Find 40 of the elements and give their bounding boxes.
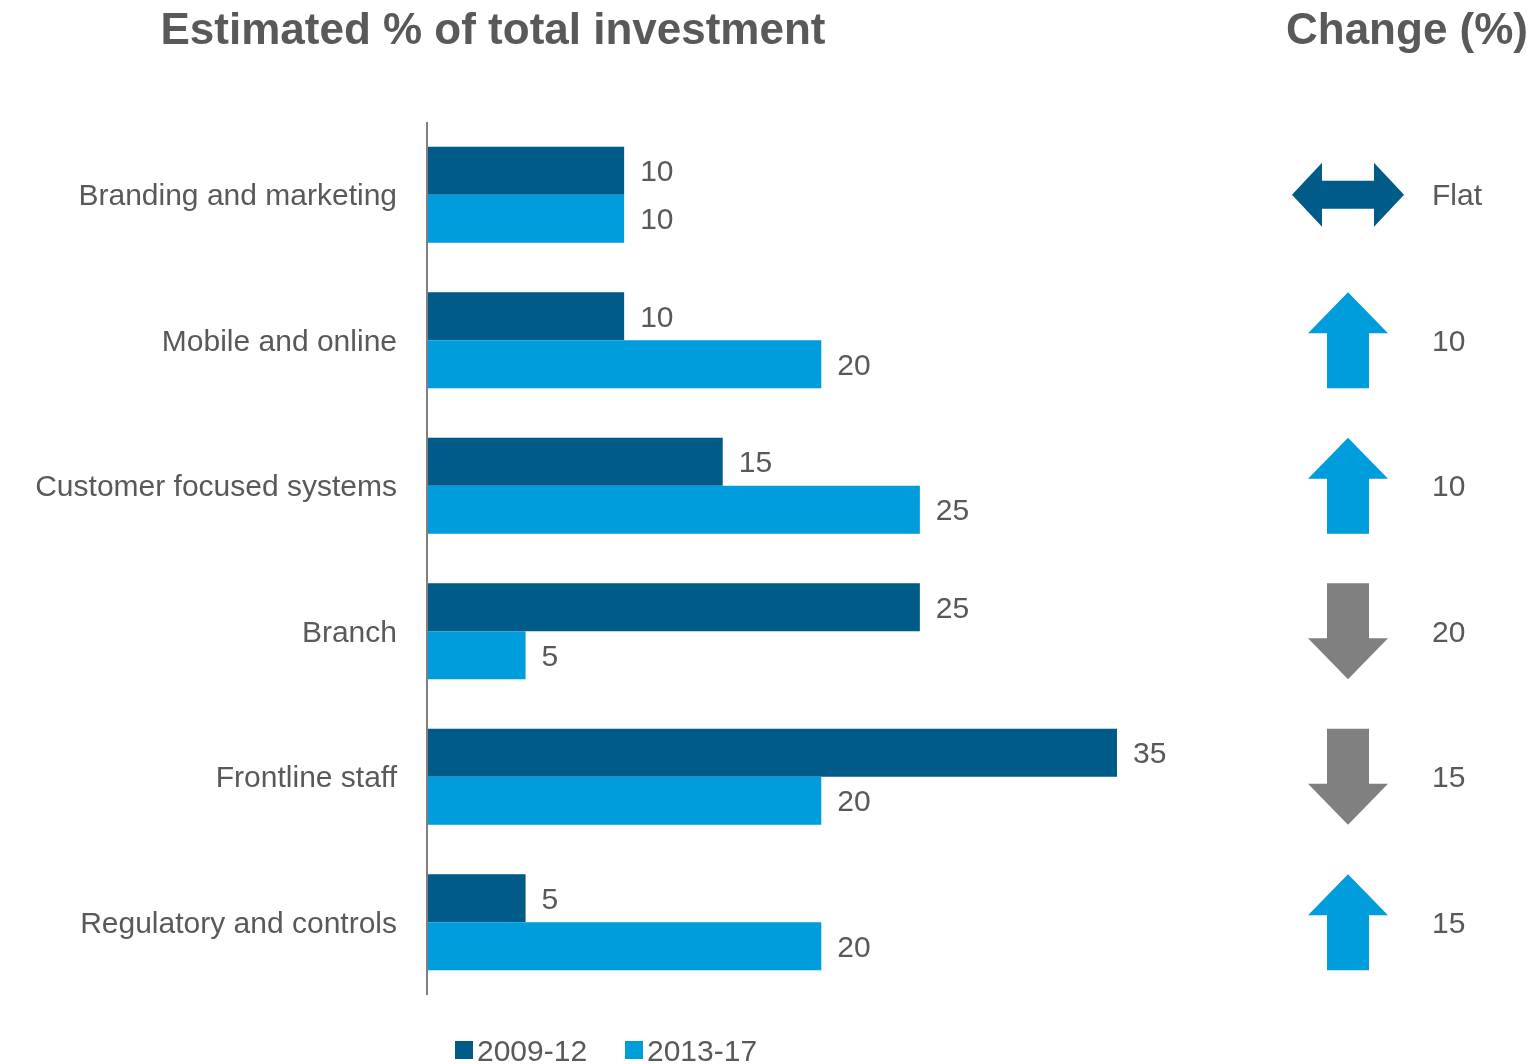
data-label: 10 (640, 202, 674, 236)
data-label: 20 (837, 929, 871, 963)
bar (427, 631, 526, 680)
data-label: 15 (1432, 760, 1466, 794)
text: Change (%) (1286, 4, 1528, 53)
chart-title: Estimated % of total investment (160, 4, 826, 53)
data-label: 10 (1432, 323, 1466, 357)
bar (427, 340, 822, 389)
data-label: 25 (935, 493, 970, 527)
bar (427, 728, 1117, 777)
bar (427, 146, 625, 195)
data-label: Flat (1432, 178, 1483, 212)
data-label: 5 (541, 638, 559, 672)
y-tick-label: Frontline staff (215, 760, 398, 794)
bar (427, 776, 822, 825)
y-tick-label: Branding and marketing (78, 178, 397, 212)
data-label: 10 (640, 299, 674, 333)
y-tick-label: Mobile and online (161, 323, 397, 357)
data-label: 20 (1432, 614, 1466, 648)
bar (427, 583, 920, 632)
data-label: 15 (738, 445, 773, 479)
data-label: 20 (837, 784, 871, 818)
data-label: 35 (1133, 736, 1167, 770)
bar (427, 194, 625, 243)
data-label: 5 (541, 881, 559, 915)
bar (427, 922, 822, 971)
data-label: 20 (837, 347, 871, 381)
data-label: 25 (935, 590, 970, 624)
legend-label: 2009-12 (477, 1033, 588, 1064)
legend-label: 2013-17 (647, 1033, 758, 1064)
y-tick-label: Branch (301, 614, 397, 648)
bar (427, 292, 625, 341)
y-tick-label: Customer focused systems (35, 469, 397, 503)
bar (427, 874, 526, 923)
data-label: 10 (1432, 469, 1466, 503)
bar (427, 437, 723, 486)
bar (427, 485, 920, 534)
y-tick-label: Regulatory and controls (80, 905, 397, 939)
data-label: 15 (1432, 905, 1466, 939)
data-label: 10 (640, 154, 674, 188)
